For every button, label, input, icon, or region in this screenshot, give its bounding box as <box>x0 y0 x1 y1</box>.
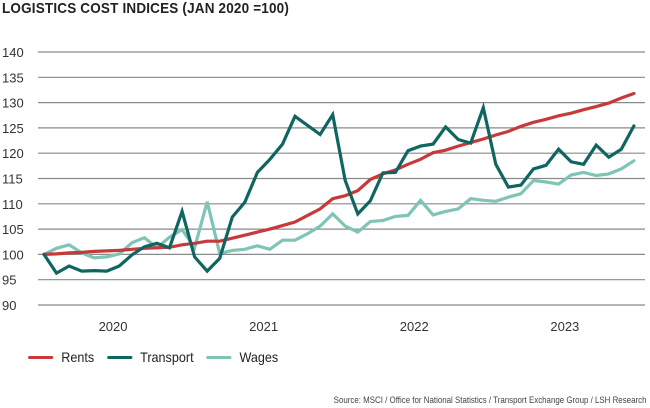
series-line-wages <box>42 159 636 260</box>
x-tick-label: 2020 <box>99 319 128 334</box>
y-tick-label: 105 <box>2 222 24 237</box>
y-tick-label: 115 <box>2 172 23 187</box>
legend: Rents Transport Wages <box>28 349 291 365</box>
y-tick-label: 100 <box>2 247 24 262</box>
legend-item-transport: Transport <box>106 349 194 365</box>
x-tick-label: 2021 <box>249 319 278 334</box>
x-tick-label: 2022 <box>400 319 429 334</box>
y-tick-label: 135 <box>2 70 24 85</box>
y-tick-label: 130 <box>2 96 24 111</box>
series-line-rents <box>42 91 636 256</box>
y-tick-label: 95 <box>2 273 16 288</box>
legend-label-rents: Rents <box>61 349 95 365</box>
y-tick-label: 90 <box>2 298 16 313</box>
legend-item-rents: Rents <box>28 349 94 365</box>
source-note: Source: MSCI / Office for National Stati… <box>333 395 646 405</box>
x-tick-label: 2023 <box>550 319 579 334</box>
legend-swatch-wages <box>206 355 232 359</box>
y-tick-label: 110 <box>2 197 23 212</box>
legend-label-wages: Wages <box>239 349 279 365</box>
y-tick-label: 140 <box>2 45 24 60</box>
y-tick-label: 120 <box>2 146 24 161</box>
y-tick-label: 125 <box>2 121 24 136</box>
legend-item-wages: Wages <box>206 349 278 365</box>
series-line-transport <box>42 101 636 276</box>
legend-label-transport: Transport <box>140 349 194 365</box>
chart-title: LOGISTICS COST INDICES (JAN 2020 =100) <box>2 0 290 17</box>
legend-swatch-rents <box>28 355 54 359</box>
line-chart: 140 135 130 125 120 115 110 105 100 95 90 2020 2021 2… <box>2 45 645 334</box>
legend-swatch-transport <box>106 355 133 359</box>
